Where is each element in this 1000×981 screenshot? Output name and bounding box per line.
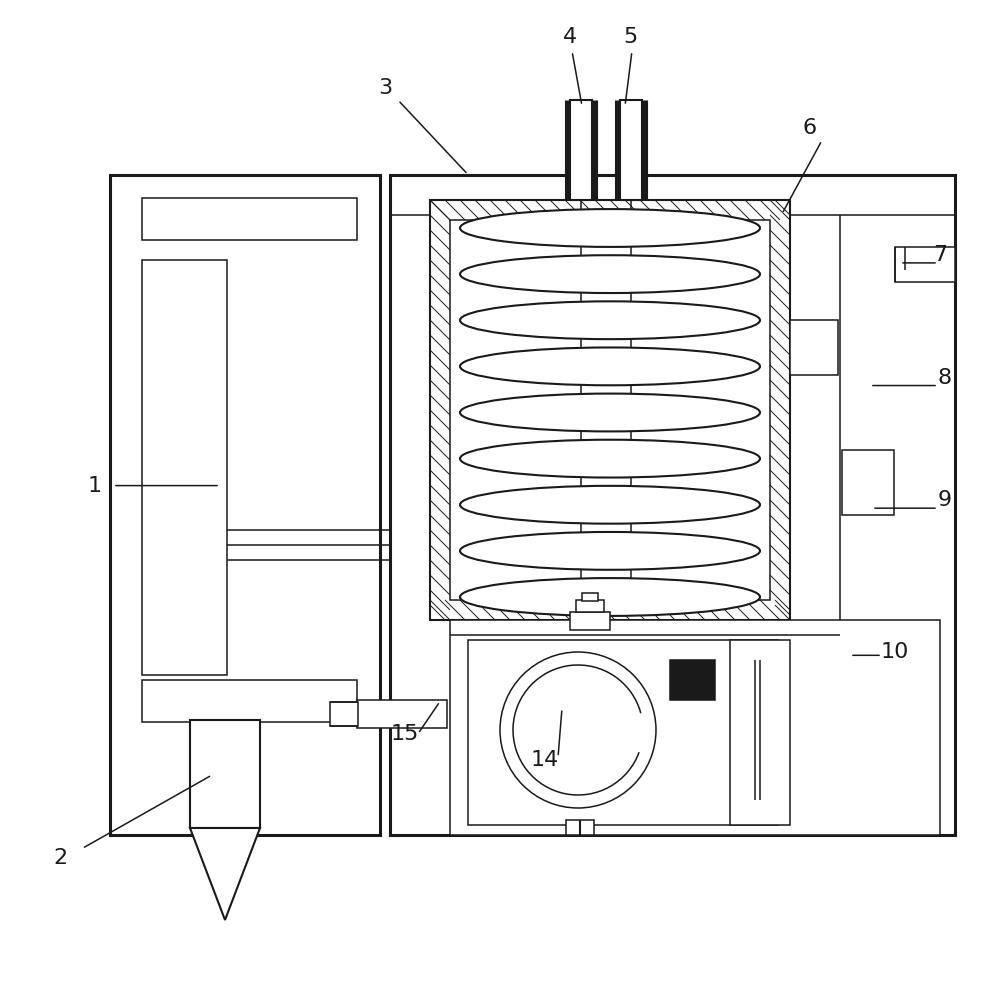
- Text: 15: 15: [391, 724, 419, 744]
- Text: 3: 3: [378, 78, 392, 98]
- Text: 4: 4: [563, 27, 577, 47]
- Bar: [390, 175, 955, 835]
- Bar: [450, 220, 770, 600]
- Ellipse shape: [460, 532, 760, 570]
- Bar: [110, 175, 380, 835]
- Text: 1: 1: [88, 476, 102, 495]
- Polygon shape: [190, 828, 260, 920]
- Ellipse shape: [460, 486, 760, 524]
- Bar: [142, 198, 357, 240]
- Ellipse shape: [460, 301, 760, 339]
- Text: 2: 2: [53, 849, 67, 868]
- Bar: [582, 593, 598, 601]
- Bar: [730, 640, 790, 825]
- Bar: [190, 720, 260, 828]
- Text: 8: 8: [938, 368, 952, 387]
- Bar: [790, 320, 838, 375]
- Text: 6: 6: [803, 118, 817, 137]
- Ellipse shape: [460, 209, 760, 247]
- Ellipse shape: [460, 393, 760, 432]
- Bar: [357, 700, 447, 728]
- Bar: [330, 702, 358, 726]
- Bar: [450, 620, 940, 835]
- Bar: [142, 680, 357, 722]
- Bar: [842, 450, 894, 515]
- Bar: [430, 200, 790, 620]
- Text: 5: 5: [623, 27, 637, 47]
- Text: 9: 9: [938, 490, 952, 510]
- Bar: [620, 100, 642, 200]
- Bar: [570, 612, 610, 630]
- Ellipse shape: [460, 578, 760, 616]
- Bar: [570, 100, 592, 200]
- Text: 14: 14: [531, 750, 559, 770]
- Ellipse shape: [460, 347, 760, 386]
- Text: 7: 7: [933, 245, 947, 265]
- Ellipse shape: [460, 439, 760, 478]
- Bar: [566, 820, 594, 835]
- Bar: [670, 660, 715, 700]
- Bar: [142, 260, 227, 675]
- Bar: [576, 600, 604, 612]
- Bar: [895, 247, 955, 282]
- Bar: [468, 640, 778, 825]
- Text: 10: 10: [881, 643, 909, 662]
- Ellipse shape: [460, 255, 760, 293]
- Circle shape: [500, 652, 656, 808]
